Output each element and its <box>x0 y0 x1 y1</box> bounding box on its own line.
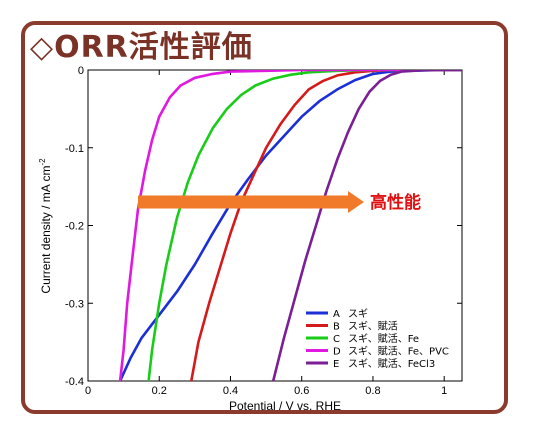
slide-title: ◇ORR活性評価 <box>30 30 253 65</box>
legend-key-e: E <box>333 359 339 370</box>
legend-label-c: スギ、賦活、Fe <box>348 333 419 345</box>
y-axis-title: Current density / mA cm-2 <box>38 158 53 294</box>
y-tick-label: -0.3 <box>65 298 84 310</box>
x-tick-label: 0.8 <box>365 385 380 397</box>
legend-label-e: スギ、賦活、FeCl3 <box>348 358 435 370</box>
x-tick-label: 0.2 <box>152 385 167 397</box>
legend-key-c: C <box>333 334 340 345</box>
series-line-d <box>118 70 462 381</box>
annotation-arrow-head <box>348 191 364 213</box>
y-axis-title-superscript: -2 <box>38 158 47 166</box>
x-tick-label: 1 <box>441 385 447 397</box>
y-axis-title-main: Current density / mA cm <box>39 166 53 294</box>
annotation: 高性能 <box>138 191 421 213</box>
y-tick-label: -0.1 <box>65 143 84 155</box>
series-line-b <box>190 70 462 381</box>
annotation-label: 高性能 <box>370 192 421 213</box>
axis-ticks: 0 0.2 0.4 0.6 0.8 1 0 -0.1 -0.2 -0.3 -0.4 <box>65 65 462 397</box>
legend-key-a: A <box>333 309 340 320</box>
x-tick-label: 0.4 <box>223 385 238 397</box>
legend-key-b: B <box>333 322 340 333</box>
legend-label-a: スギ <box>348 308 368 320</box>
series-line-a <box>118 70 462 381</box>
y-tick-label: 0 <box>78 65 84 77</box>
slide-frame <box>21 21 508 414</box>
series-line-c <box>147 70 462 381</box>
x-tick-label: 0.6 <box>294 385 309 397</box>
legend-label-d: スギ、賦活、Fe、PVC <box>348 346 449 358</box>
x-tick-label: 0 <box>85 385 91 397</box>
legend: A スギ B スギ、賦活 C スギ、賦活、Fe D スギ、賦活、Fe、PVC E スギ、賦活、Fe… <box>306 308 449 370</box>
series-group <box>118 70 462 381</box>
x-axis-title: Potential / V vs. RHE <box>229 399 341 413</box>
y-tick-label: -0.4 <box>65 376 84 388</box>
y-tick-label: -0.2 <box>65 221 84 233</box>
legend-label-b: スギ、賦活 <box>348 321 398 333</box>
series-line-e <box>271 70 462 381</box>
legend-key-d: D <box>333 347 341 358</box>
